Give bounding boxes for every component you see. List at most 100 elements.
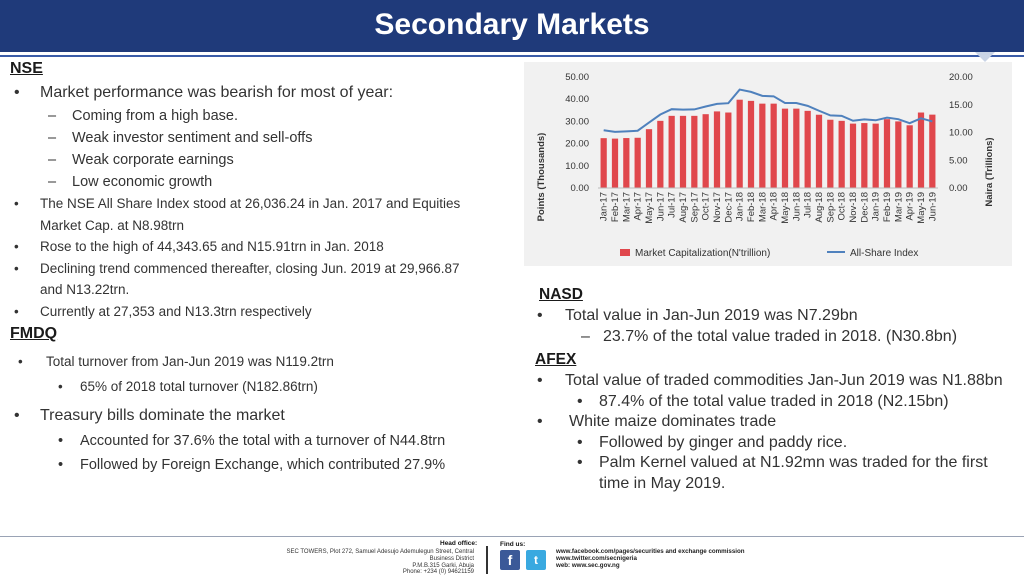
bar-market-cap [657, 120, 664, 188]
bar-market-cap [793, 108, 800, 188]
right-tick-label: 10.00 [949, 128, 973, 139]
left-tick-label: 20.00 [565, 139, 589, 150]
afex-bullet: Total value of traded commodities Jan-Ju… [535, 371, 1010, 392]
bar-market-cap [838, 120, 845, 188]
bar-market-cap [623, 138, 630, 188]
bar-market-cap [691, 115, 698, 188]
x-tick-label: Jul-17 [667, 192, 678, 218]
afex-subbullet: 87.4% of the total value traded in 2018 … [535, 392, 1010, 413]
nse-subbullet: Coming from a high base. [10, 105, 480, 127]
nse-subbullet: Weak investor sentiment and sell-offs [10, 127, 480, 149]
x-tick-label: Jan-18 [735, 192, 746, 221]
fmdq-subbullet: Followed by Foreign Exchange, which cont… [10, 454, 480, 476]
nasd-subbullet: 23.7% of the total value traded in 2018.… [535, 327, 1010, 348]
x-tick-label: Feb-19 [882, 192, 893, 222]
fmdq-bullet: Treasury bills dominate the market [10, 404, 480, 428]
bar-market-cap [634, 137, 641, 188]
afex-subbullet: Palm Kernel valued at N1.92mn was traded… [535, 453, 1010, 494]
bar-market-cap [895, 121, 902, 188]
legend-label-all-share: All-Share Index [850, 248, 918, 259]
facebook-icon[interactable]: f [500, 550, 520, 570]
nse-bullet: Market performance was bearish for most … [10, 81, 480, 105]
twitter-link[interactable]: www.twitter.com/secnigeria [556, 555, 637, 562]
chart-svg: 50.00 40.00 30.00 20.00 10.00 0.00 20.00 15.00 1… [536, 72, 995, 259]
bar-market-cap [849, 123, 857, 188]
x-tick-label: Aug-18 [814, 192, 825, 223]
left-tick-label: 30.00 [565, 116, 589, 127]
bar-market-cap [747, 100, 755, 188]
bar-market-cap [725, 112, 732, 188]
x-tick-label: Dec-17 [723, 192, 734, 223]
footer-separator [486, 546, 488, 574]
x-tick-label: Dec-18 [859, 192, 870, 223]
y-axis-title-left: Points (Thousands) [536, 133, 547, 222]
x-tick-label: Mar-17 [621, 192, 632, 222]
x-tick-label: May-19 [916, 192, 927, 224]
right-tick-label: 5.00 [949, 155, 968, 166]
address-line: Business District [429, 556, 474, 562]
bar-market-cap [713, 111, 721, 188]
x-tick-label: Apr-19 [905, 192, 916, 221]
line-all-share-index [603, 88, 933, 133]
y-axis-title-right: Naira (Trillions) [984, 137, 995, 206]
afex-subbullet: Followed by ginger and paddy rice. [535, 433, 1010, 454]
nse-subbullet: Low economic growth [10, 171, 480, 193]
nasd-bullet: Total value in Jan-Jun 2019 was N7.29bn [535, 306, 1010, 327]
nse-heading: NSE [10, 60, 43, 77]
right-tick-label: 0.00 [949, 183, 968, 194]
bar-market-cap [815, 114, 823, 188]
address-line: SEC TOWERS, Plot 272, Samuel Adesujo Ade… [286, 549, 474, 555]
x-tick-label: Feb-18 [746, 192, 757, 222]
left-tick-label: 10.00 [565, 161, 589, 172]
afex-heading: AFEX [535, 351, 577, 368]
bar-market-cap [861, 123, 868, 188]
x-tick-label: Oct-18 [837, 192, 848, 221]
x-tick-label: Jul-18 [803, 192, 814, 218]
right-column: NASD Total value in Jan-Jun 2019 was N7.… [535, 284, 1010, 494]
x-tick-label: Nov-17 [712, 192, 723, 223]
bar-market-cap [668, 115, 675, 188]
nse-bullet: Currently at 27,353 and N13.3trn respect… [10, 301, 480, 323]
legend-swatch-market-cap [620, 249, 630, 256]
nse-bullet: The NSE All Share Index stood at 26,036.… [10, 193, 480, 236]
x-tick-label: Sep-17 [689, 192, 700, 223]
fmdq-subbullet: 65% of 2018 total turnover (N182.86trn) [10, 376, 480, 398]
x-tick-label: Aug-17 [678, 192, 689, 223]
x-tick-label: Nov-18 [848, 192, 859, 223]
bar-market-cap [781, 108, 789, 188]
left-tick-label: 0.00 [571, 183, 590, 194]
x-tick-label: Apr-17 [633, 192, 644, 221]
left-tick-label: 40.00 [565, 94, 589, 105]
title-bar [0, 0, 1024, 52]
x-tick-label: Jan-19 [871, 192, 882, 221]
twitter-icon[interactable]: t [526, 550, 546, 570]
footer: Head office: SEC TOWERS, Plot 272, Samue… [0, 538, 1024, 576]
find-us-label: Find us: [500, 541, 526, 548]
x-tick-label: Jun-18 [791, 192, 802, 221]
left-column: NSE Market performance was bearish for m… [10, 60, 480, 476]
bar-market-cap [872, 123, 879, 188]
fmdq-subbullet: Accounted for 37.6% the total with a tur… [10, 430, 480, 452]
page-title: Secondary Markets [374, 8, 650, 41]
right-tick-label: 20.00 [949, 72, 973, 83]
market-chart: 50.00 40.00 30.00 20.00 10.00 0.00 20.00 15.00 1… [524, 62, 1012, 266]
x-tick-label: Mar-19 [893, 192, 904, 222]
nasd-heading: NASD [539, 286, 583, 303]
x-tick-label: Apr-18 [769, 192, 780, 221]
facebook-link[interactable]: www.facebook.com/pages/securities and ex… [556, 548, 745, 555]
fmdq-heading: FMDQ [10, 325, 58, 342]
bar-market-cap [645, 129, 653, 188]
nse-bullet: Declining trend commenced thereafter, cl… [10, 258, 480, 301]
afex-bullet: White maize dominates trade [535, 412, 1010, 433]
corner-chevron-icon [975, 52, 995, 62]
bar-market-cap [883, 119, 891, 188]
head-office-label: Head office: [440, 540, 478, 547]
legend-label-market-cap: Market Capitalization(N'trillion) [635, 248, 770, 259]
nse-subbullet: Weak corporate earnings [10, 149, 480, 171]
address-line: Phone: +234 (0) 94621159 [402, 569, 474, 575]
address-line: P.M.B.315 Garki, Abuja [412, 563, 474, 569]
x-tick-label: Mar-18 [757, 192, 768, 222]
bar-market-cap [600, 138, 607, 188]
website-link[interactable]: web: www.sec.gov.ng [556, 562, 620, 569]
x-tick-label: Jan-17 [599, 192, 610, 221]
